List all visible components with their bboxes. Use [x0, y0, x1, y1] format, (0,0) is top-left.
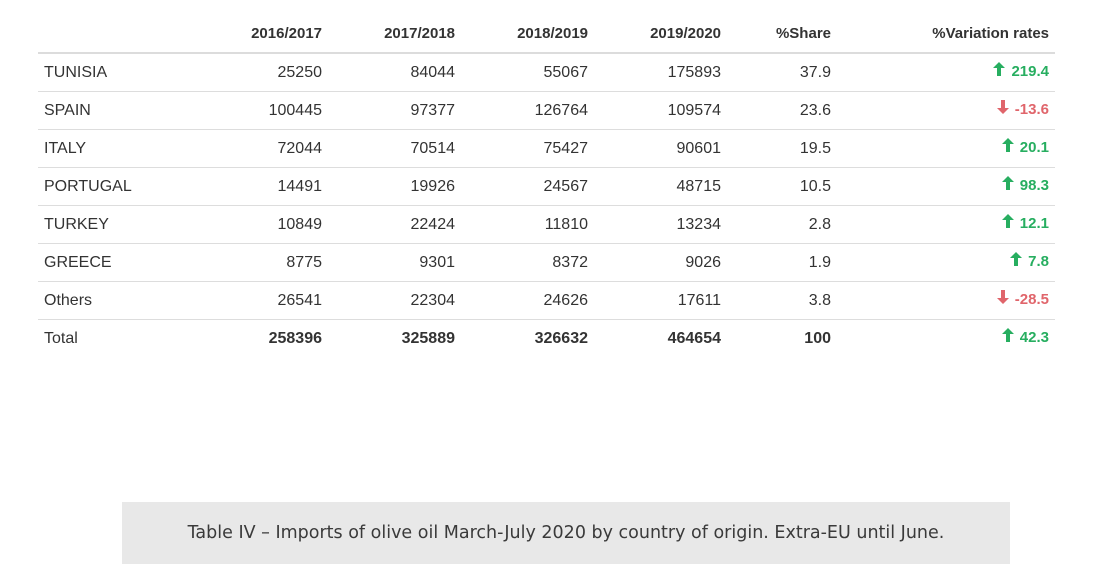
value-2018-2019-cell: 55067	[461, 53, 594, 92]
table-caption: Table IV – Imports of olive oil March-Ju…	[122, 502, 1010, 564]
variation-cell: -28.5	[837, 281, 1055, 320]
share-cell: 37.9	[727, 53, 837, 92]
country-cell: TUNISIA	[38, 53, 158, 92]
variation-value: 219.4	[1011, 63, 1049, 81]
caption-text: Table IV – Imports of olive oil March-Ju…	[187, 523, 945, 543]
value-2017-2018-cell: 9301	[328, 243, 461, 282]
value-2019-2020-cell: 9026	[594, 243, 727, 282]
variation-cell: 20.1	[837, 129, 1055, 168]
value-2019-2020-cell: 90601	[594, 129, 727, 168]
value-2017-2018-cell: 325889	[401, 329, 455, 347]
value-2018-2019-cell: 11810	[461, 205, 594, 244]
arrow-up-icon	[1001, 137, 1014, 156]
table-row: TUNISIA 25250 84044 55067 175893 37.9 219.4	[38, 53, 1055, 92]
value-2017-2018-cell: 19926	[328, 167, 461, 206]
value-2017-2018-cell: 22424	[328, 205, 461, 244]
share-cell: 1.9	[727, 243, 837, 282]
header-row: 2016/2017 2017/2018 2018/2019 2019/2020 …	[38, 14, 1055, 54]
value-2019-2020-cell: 48715	[594, 167, 727, 206]
value-2019-2020-cell: 109574	[594, 91, 727, 130]
country-cell: Total	[44, 329, 78, 347]
variation-value: 7.8	[1028, 253, 1049, 271]
value-2017-2018-cell: 70514	[328, 129, 461, 168]
variation-cell: 7.8	[837, 243, 1055, 282]
imports-table: 2016/2017 2017/2018 2018/2019 2019/2020 …	[38, 14, 1055, 357]
value-2018-2019-cell: 75427	[461, 129, 594, 168]
country-cell: TURKEY	[38, 205, 158, 244]
country-cell: SPAIN	[38, 91, 158, 130]
table-row: SPAIN 100445 97377 126764 109574 23.6 -13.6	[38, 91, 1055, 130]
value-2016-2017-cell: 258396	[268, 329, 322, 347]
variation-cell: 12.1	[837, 205, 1055, 244]
table-row: ITALY 72044 70514 75427 90601 19.5 20.1	[38, 129, 1055, 168]
arrow-up-icon	[1010, 251, 1023, 270]
variation-value: -28.5	[1014, 291, 1049, 309]
header-2016-2017: 2016/2017	[158, 14, 328, 54]
arrow-down-icon	[996, 99, 1009, 118]
value-2016-2017-cell: 10849	[158, 205, 328, 244]
country-cell: Others	[38, 281, 158, 320]
country-cell: GREECE	[38, 243, 158, 282]
value-2016-2017-cell: 26541	[158, 281, 328, 320]
arrow-up-icon	[1001, 175, 1014, 194]
variation-value: 12.1	[1019, 215, 1049, 233]
country-cell: ITALY	[38, 129, 158, 168]
variation-cell: 219.4	[837, 53, 1055, 92]
country-cell: PORTUGAL	[38, 167, 158, 206]
arrow-up-icon	[1001, 327, 1014, 346]
value-2018-2019-cell: 126764	[461, 91, 594, 130]
value-2018-2019-cell: 24567	[461, 167, 594, 206]
header-2017-2018: 2017/2018	[328, 14, 461, 54]
header-2019-2020: 2019/2020	[594, 14, 727, 54]
share-cell: 10.5	[727, 167, 837, 206]
variation-value: 42.3	[1019, 329, 1049, 347]
total-row: Total 258396 325889 326632 464654 100 42.3	[38, 320, 1055, 358]
value-2016-2017-cell: 72044	[158, 129, 328, 168]
value-2016-2017-cell: 25250	[158, 53, 328, 92]
table-row: Others 26541 22304 24626 17611 3.8 -28.5	[38, 281, 1055, 320]
share-cell: 19.5	[727, 129, 837, 168]
variation-value: 98.3	[1019, 177, 1049, 195]
value-2017-2018-cell: 22304	[328, 281, 461, 320]
value-2019-2020-cell: 175893	[594, 53, 727, 92]
table-body: TUNISIA 25250 84044 55067 175893 37.9 219.4 SPA…	[38, 53, 1055, 357]
share-cell: 23.6	[727, 91, 837, 130]
variation-value: 20.1	[1019, 139, 1049, 157]
table-row: TURKEY 10849 22424 11810 13234 2.8 12.1	[38, 205, 1055, 244]
header-share: %Share	[727, 14, 837, 54]
header-2018-2019: 2018/2019	[461, 14, 594, 54]
arrow-up-icon	[993, 61, 1006, 80]
header-country	[38, 14, 158, 54]
share-cell: 100	[804, 329, 831, 347]
value-2019-2020-cell: 464654	[667, 329, 721, 347]
table-row: PORTUGAL 14491 19926 24567 48715 10.5 98.3	[38, 167, 1055, 206]
value-2016-2017-cell: 100445	[158, 91, 328, 130]
value-2018-2019-cell: 24626	[461, 281, 594, 320]
value-2016-2017-cell: 14491	[158, 167, 328, 206]
variation-cell: -13.6	[837, 91, 1055, 130]
variation-cell: 42.3	[837, 320, 1055, 358]
arrow-up-icon	[1001, 213, 1014, 232]
value-2018-2019-cell: 8372	[461, 243, 594, 282]
value-2017-2018-cell: 97377	[328, 91, 461, 130]
value-2019-2020-cell: 17611	[594, 281, 727, 320]
arrow-down-icon	[996, 289, 1009, 308]
value-2017-2018-cell: 84044	[328, 53, 461, 92]
variation-value: -13.6	[1014, 101, 1049, 119]
share-cell: 2.8	[727, 205, 837, 244]
variation-cell: 98.3	[837, 167, 1055, 206]
value-2019-2020-cell: 13234	[594, 205, 727, 244]
share-cell: 3.8	[727, 281, 837, 320]
table-row: GREECE 8775 9301 8372 9026 1.9 7.8	[38, 243, 1055, 282]
header-variation: %Variation rates	[837, 14, 1055, 54]
value-2018-2019-cell: 326632	[534, 329, 588, 347]
value-2016-2017-cell: 8775	[158, 243, 328, 282]
